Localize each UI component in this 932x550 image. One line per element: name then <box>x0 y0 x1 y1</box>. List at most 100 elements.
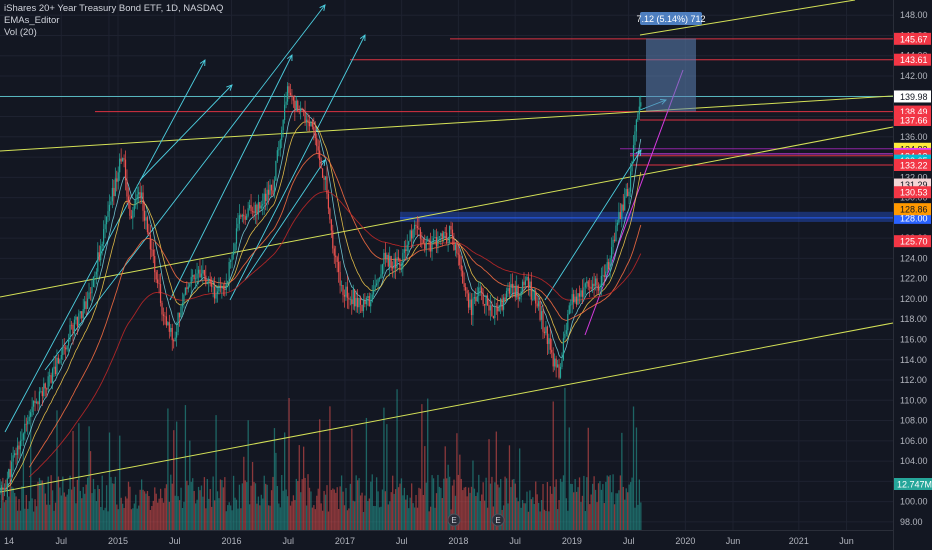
candle-body <box>447 242 449 244</box>
volume-bar <box>478 474 480 530</box>
candle-body <box>41 391 43 397</box>
indicator-emas[interactable]: EMAs_Editor <box>4 15 60 26</box>
candle-body <box>364 300 366 305</box>
volume-bar <box>200 485 203 530</box>
price-range-measure[interactable]: 7.12 (5.14%) 712 <box>636 12 706 112</box>
volume-histogram <box>0 387 642 530</box>
candle-body <box>310 121 312 127</box>
candle-body <box>564 333 566 339</box>
volume-bar <box>448 476 451 530</box>
candle-body <box>352 289 354 305</box>
candle-body <box>265 193 267 202</box>
candle-body <box>373 289 375 295</box>
candle-body <box>98 252 100 261</box>
volume-bar <box>221 480 223 530</box>
candle-body <box>243 214 245 217</box>
volume-bar <box>578 477 581 530</box>
price-badge <box>894 32 931 45</box>
volume-bar <box>552 401 554 530</box>
candle-body <box>282 120 284 131</box>
candle-body <box>597 285 600 291</box>
volume-bar <box>205 508 207 530</box>
volume-bar <box>486 507 489 530</box>
candle-body <box>549 338 551 350</box>
candle-body <box>345 286 347 297</box>
candle-body <box>266 189 268 202</box>
candle-body <box>46 388 48 390</box>
candle-body <box>421 238 423 240</box>
candle-body <box>628 191 630 197</box>
candle-body <box>514 286 516 298</box>
volume-bar <box>321 510 324 530</box>
volume-bar <box>435 493 438 530</box>
volume-bar <box>111 483 114 530</box>
symbol-title[interactable]: iShares 20+ Year Treasury Bond ETF, 1D, … <box>4 3 224 14</box>
volume-bar <box>567 510 569 530</box>
candle-body <box>246 215 248 220</box>
volume-bar <box>581 495 584 530</box>
candle-body <box>225 283 227 290</box>
earnings-label: E <box>451 516 456 525</box>
volume-bar <box>257 496 260 530</box>
candle-body <box>556 364 559 368</box>
volume-bar <box>19 510 22 530</box>
volume-bar <box>155 493 157 530</box>
volume-bar <box>393 493 395 530</box>
candle-body <box>199 269 201 278</box>
volume-bar <box>3 502 6 530</box>
candle-body <box>303 109 305 112</box>
volume-bar <box>307 474 309 530</box>
volume-bar <box>459 454 461 530</box>
volume-bar <box>625 488 627 530</box>
volume-bar <box>482 482 484 530</box>
volume-bar <box>294 500 296 530</box>
candle-body <box>37 401 39 405</box>
volume-bar <box>355 475 357 530</box>
price-badge-label: 137.66 <box>900 115 928 125</box>
volume-bar <box>62 476 64 530</box>
candle-body <box>311 121 313 127</box>
candle-body <box>291 95 293 97</box>
volume-bar <box>206 479 208 530</box>
candle-body <box>466 290 468 294</box>
candle-body <box>148 232 150 235</box>
volume-bar <box>269 505 271 530</box>
candle-body <box>450 225 452 230</box>
candle-body <box>47 376 49 390</box>
indicator-volume[interactable]: Vol (20) <box>4 27 37 38</box>
volume-bar <box>465 486 467 530</box>
y-tick-label: 116.00 <box>900 334 927 344</box>
volume-bar <box>378 507 381 530</box>
volume-bar <box>152 500 154 530</box>
volume-bar <box>377 491 379 530</box>
volume-bar <box>397 487 400 530</box>
volume-badge-label: 12.747M <box>897 480 932 490</box>
candle-body <box>575 296 578 305</box>
candle-body <box>532 299 534 301</box>
candle-body <box>475 296 477 302</box>
volume-bar <box>63 492 65 530</box>
candle-body <box>434 237 436 239</box>
candle-body <box>481 287 483 294</box>
candle-body <box>587 281 589 287</box>
candle-body <box>390 255 392 268</box>
volume-bar <box>146 491 149 530</box>
volume-bar <box>473 488 476 530</box>
candle-body <box>84 301 86 310</box>
candle-body <box>333 248 335 256</box>
price-axis[interactable]: 98.00100.00102.00104.00106.00108.00110.0… <box>894 10 932 527</box>
volume-bar <box>616 493 619 530</box>
volume-bar <box>613 504 616 530</box>
candle-body <box>267 189 270 195</box>
channel-line <box>0 126 894 298</box>
candle-body <box>117 172 119 182</box>
volume-bar <box>432 478 435 530</box>
candle-body <box>279 139 281 150</box>
volume-bar <box>443 478 445 530</box>
volume-bar <box>209 488 211 530</box>
time-axis[interactable]: 14 Jul 2015 Jul 2016 Jul 2017 Jul 2018 Jul 2019 Jul… <box>4 536 854 546</box>
volume-bar <box>41 480 44 530</box>
candle-body <box>594 278 597 287</box>
volume-bar <box>357 480 359 530</box>
